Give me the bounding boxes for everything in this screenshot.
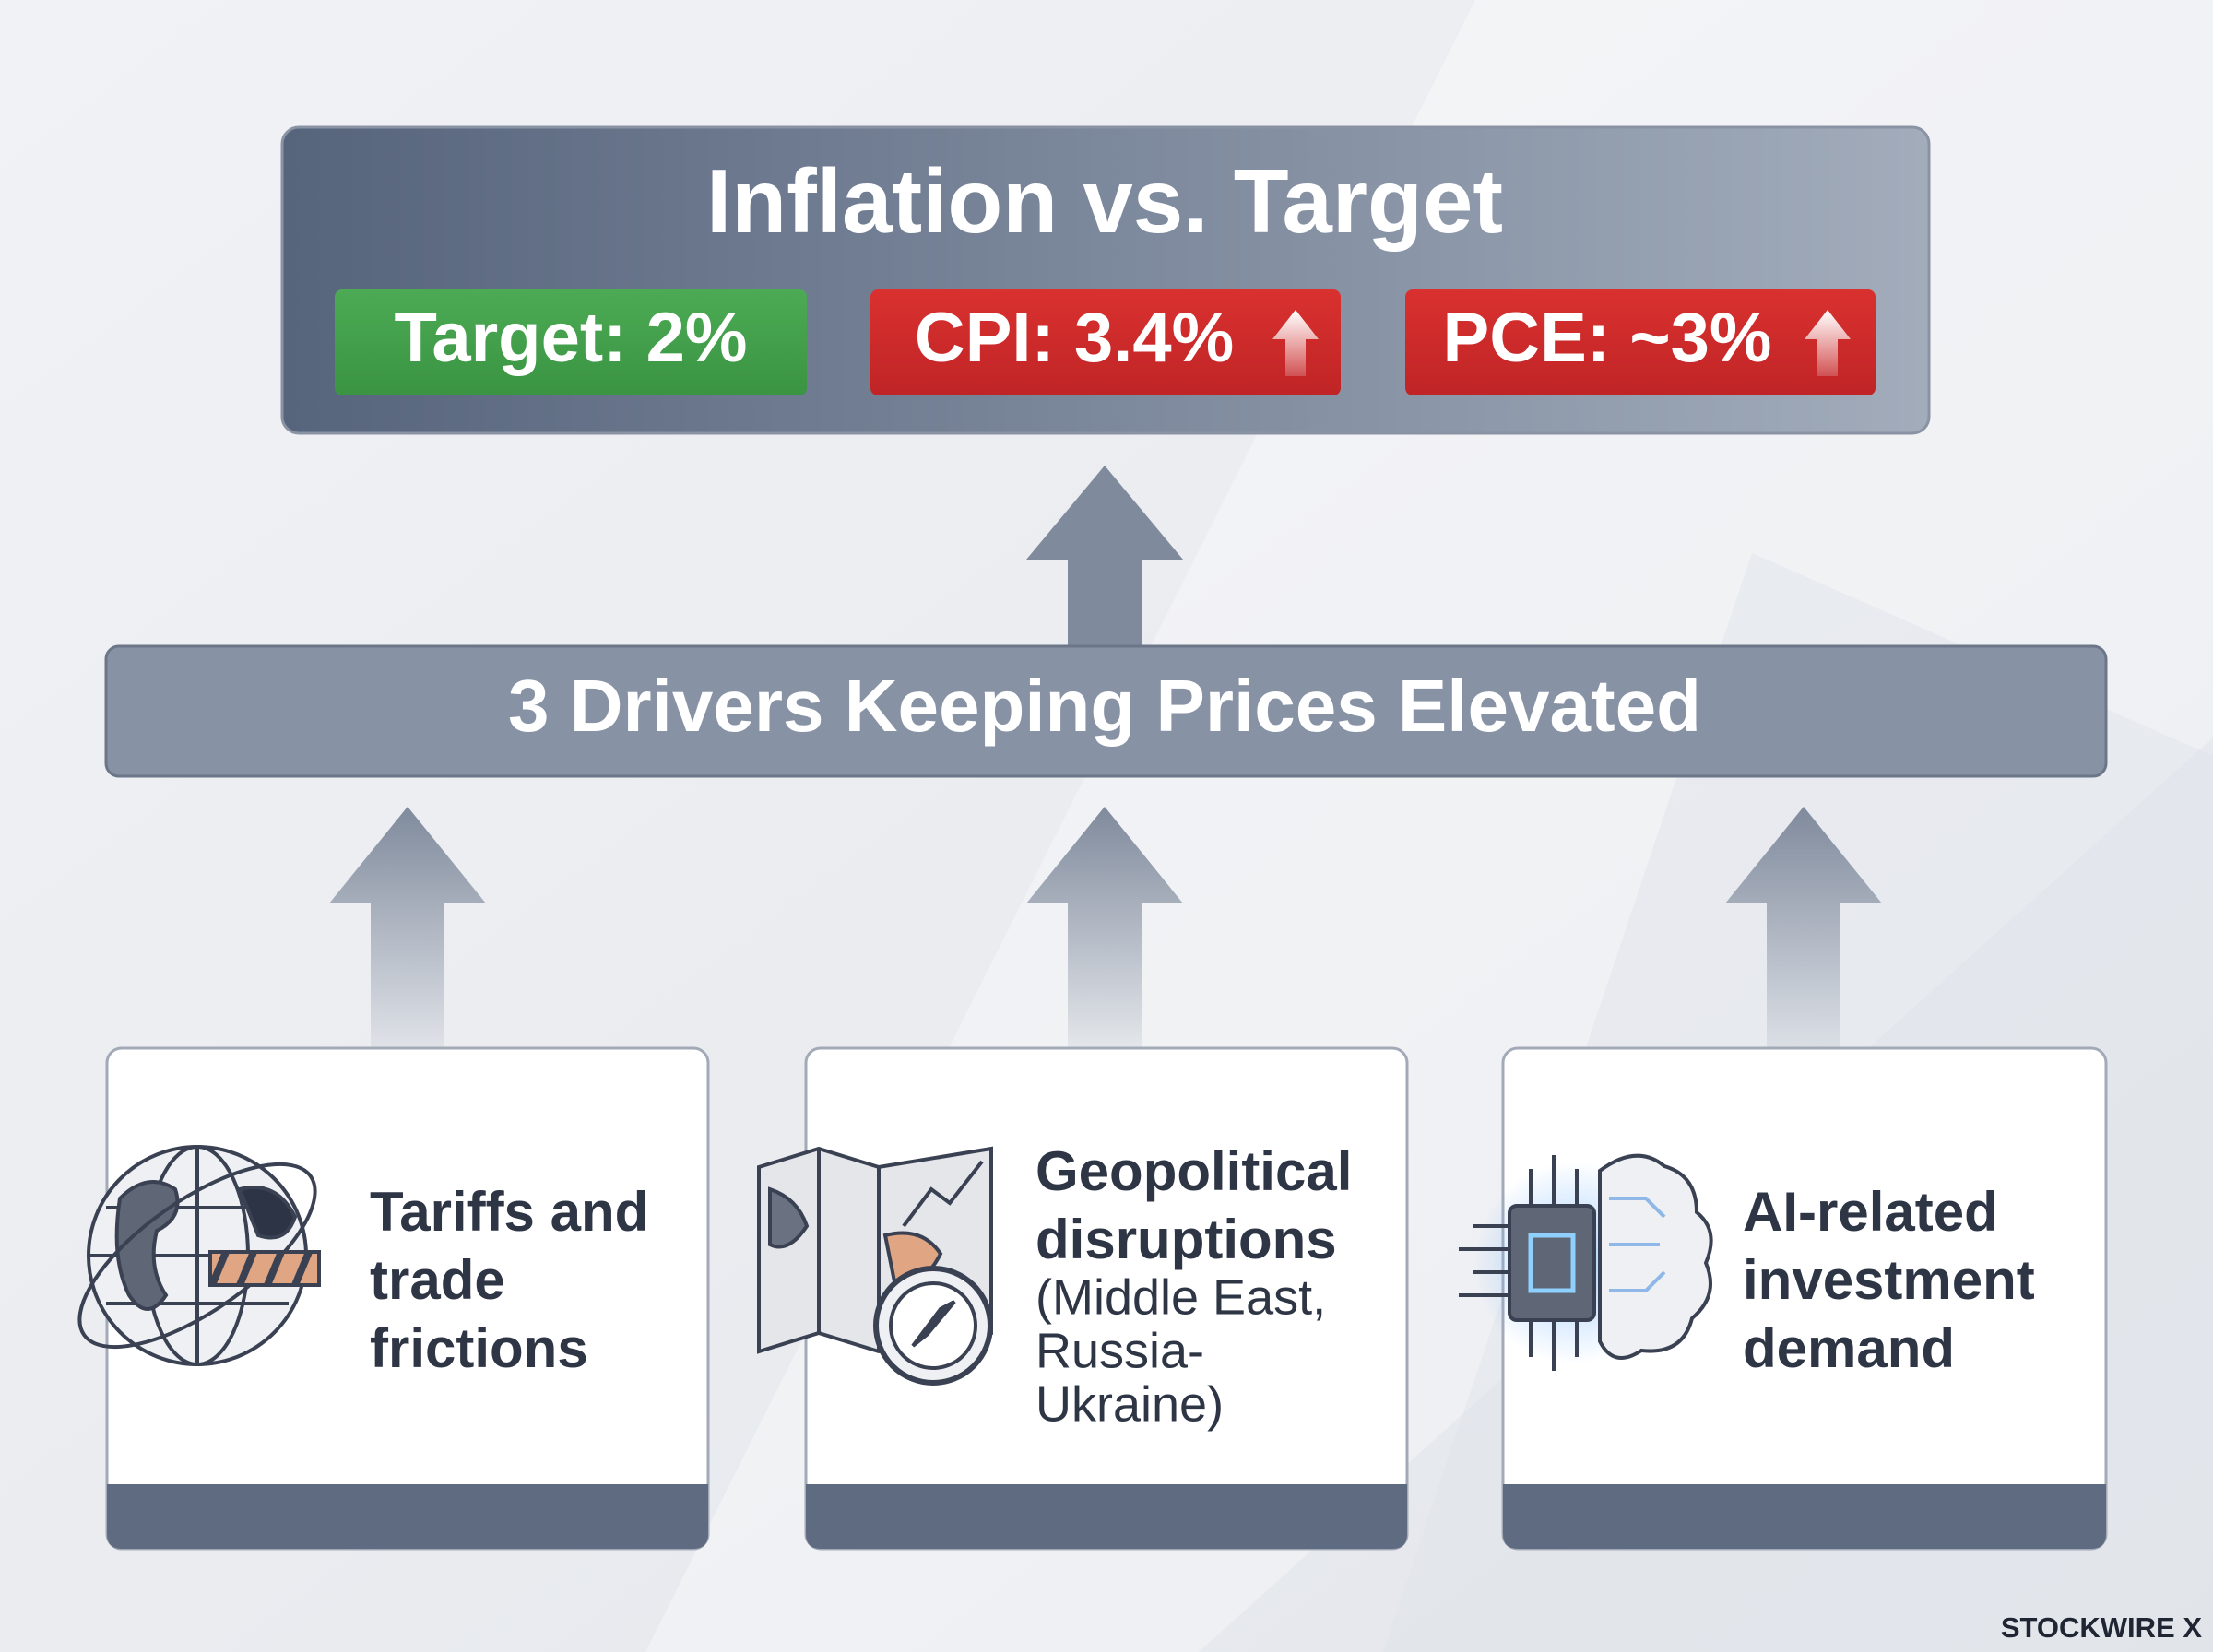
card-text: Geopolitical xyxy=(1035,1140,1352,1202)
flow-arrow xyxy=(1026,466,1183,646)
badge-text: PCE: ~3% xyxy=(1443,299,1772,377)
drivers-title: 3 Drivers Keeping Prices Elevated xyxy=(508,665,1701,747)
card-text: disruptions xyxy=(1035,1209,1337,1270)
badge-text: Target: 2% xyxy=(395,299,748,377)
drivers-bar xyxy=(104,644,2108,778)
card-text: Tariffs and xyxy=(370,1181,648,1243)
card-text: frictions xyxy=(370,1317,588,1379)
flow-arrow xyxy=(329,807,486,1051)
card-band xyxy=(107,1484,708,1549)
target-badge xyxy=(335,289,807,395)
card-text: investment xyxy=(1743,1249,2035,1311)
card-band xyxy=(806,1484,1407,1549)
flow-arrow xyxy=(1026,807,1183,1051)
card-text: trade xyxy=(370,1249,505,1311)
cpi-badge xyxy=(870,289,1341,395)
card-band xyxy=(1503,1484,2106,1549)
card-detail: Russia- xyxy=(1035,1323,1204,1378)
badge-text: CPI: 3.4% xyxy=(915,299,1234,377)
map-icon xyxy=(757,1146,993,1386)
card-detail: (Middle East, xyxy=(1035,1269,1326,1325)
brand-logo: STOCKWIRE X xyxy=(2001,1611,2202,1644)
flow-arrow xyxy=(1725,807,1882,1051)
ai-icon xyxy=(1459,1153,1713,1371)
up-arrow-icon xyxy=(1272,310,1319,376)
header-title: Inflation vs. Target xyxy=(706,150,1503,252)
card-text: AI-related xyxy=(1743,1181,1998,1243)
up-arrow-icon xyxy=(1805,310,1851,376)
card-detail: Ukraine) xyxy=(1035,1376,1224,1432)
pce-badge xyxy=(1405,289,1876,395)
globe-icon xyxy=(77,1145,321,1366)
card-text: demand xyxy=(1743,1317,1955,1379)
